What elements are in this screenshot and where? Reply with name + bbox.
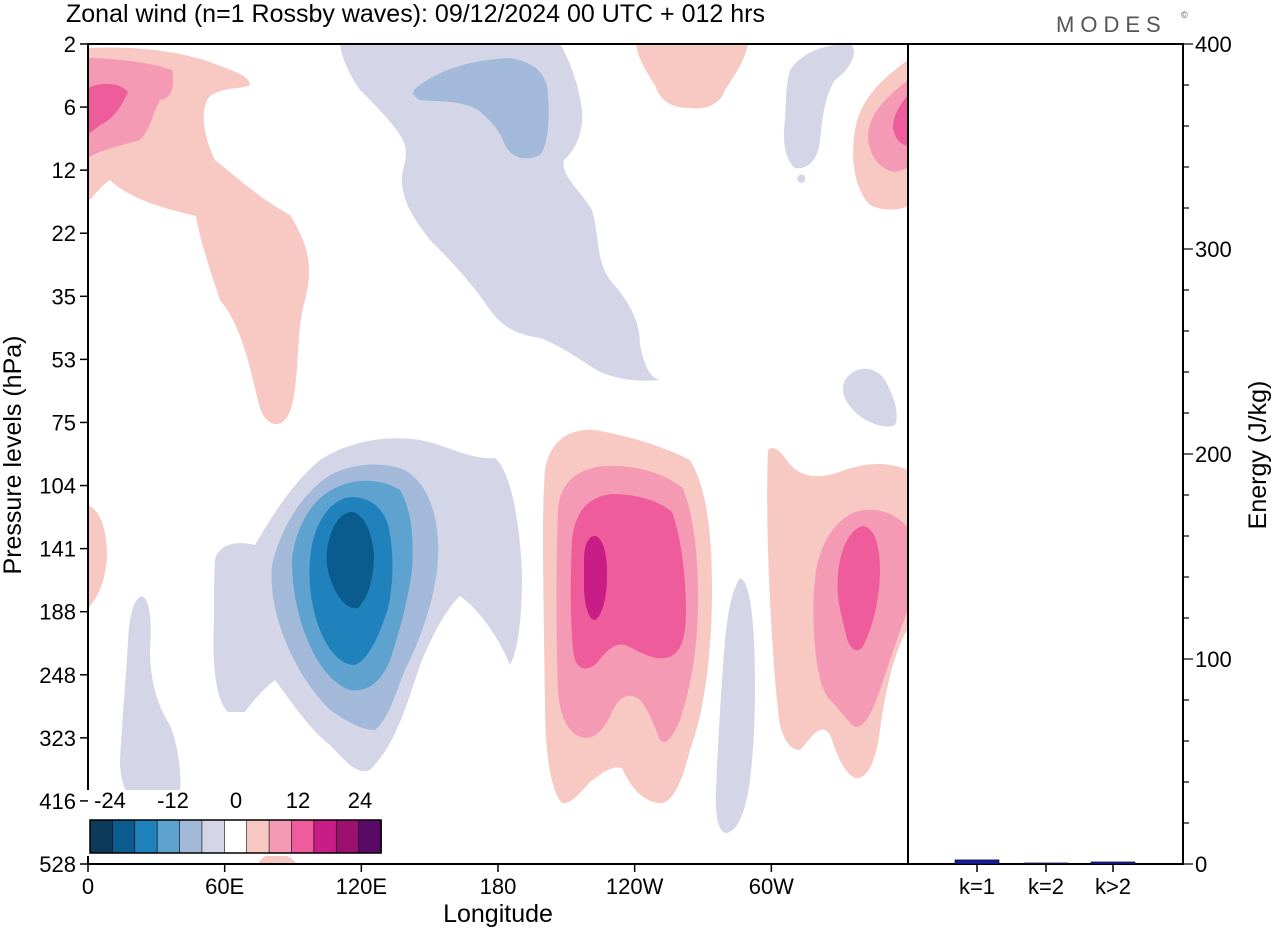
contour-pos-upper-far-right-3 [893, 95, 908, 146]
y-tick-label: 323 [39, 726, 76, 751]
colorbar-cell [246, 819, 270, 854]
contour-pos-upper-left-3 [88, 83, 128, 134]
colorbar-label: 24 [348, 788, 372, 813]
colorbar-label: 0 [230, 788, 242, 813]
energy-categories: k=1 k=2 k>2 [959, 864, 1131, 899]
colorbar-cell [134, 819, 158, 854]
contour-neg-upper-right [783, 44, 855, 169]
energy-frame [907, 43, 1184, 865]
energy-tick-label: 0 [1195, 852, 1207, 877]
brand-logo: MODES [1056, 12, 1167, 37]
contour-pos-upper-left-2 [88, 58, 174, 158]
colorbar-frame [89, 819, 382, 854]
wind-field-plot [87, 43, 909, 865]
contour-pos-lower-main-3 [570, 494, 686, 669]
contour-neg-mid-right-blob [843, 368, 897, 427]
energy-bar [1090, 861, 1136, 865]
colorbar-cell [291, 819, 315, 854]
y-tick-label: 22 [52, 221, 76, 246]
colorbar-cell [112, 819, 136, 854]
colorbar-cell [224, 819, 248, 854]
colorbar-label: -24 [94, 788, 126, 813]
energy-tick-label: 100 [1195, 647, 1232, 672]
y-tick-label: 6 [64, 95, 76, 120]
contour-pos-lower-left-edge [88, 505, 107, 608]
colorbar-cells [89, 819, 382, 854]
y-tick-label: 188 [39, 600, 76, 625]
colorbar-cell [89, 819, 114, 854]
colorbar-cell [358, 819, 382, 854]
colorbar-cell [313, 819, 338, 854]
colorbar-label: -12 [157, 788, 189, 813]
y-tick-label: 416 [39, 789, 76, 814]
contour-pos-lower-right-3 [837, 526, 880, 651]
x-tick-label: 180 [480, 874, 517, 899]
y-tick-label: 53 [52, 347, 76, 372]
contour-neg-lower-right-strip [715, 578, 755, 833]
contour-neg-dot [797, 174, 806, 183]
contour-neg-lower-left-strip [120, 596, 181, 804]
contour-neg-lower-main-5 [326, 512, 374, 609]
contour-pos-upper-left [88, 47, 310, 425]
x-tick-label: 120W [606, 874, 664, 899]
colorbar-label: 12 [286, 788, 310, 813]
y-axis-label: Pressure levels (hPa) [0, 336, 27, 575]
contour-neg-upper-mid-2 [413, 58, 549, 159]
y-tick-label: 35 [52, 284, 76, 309]
y-tick-label: 2 [64, 32, 76, 57]
contour-pos-upper-far-right-2 [868, 80, 908, 172]
colorbar-cell [156, 819, 181, 854]
x-tick-label: 60E [205, 874, 244, 899]
energy-category-label: k=2 [1028, 874, 1064, 899]
energy-tick-label: 400 [1195, 32, 1232, 57]
contour-pos-upper-right-small [636, 44, 748, 109]
energy-category-label: k>2 [1095, 874, 1131, 899]
y-tick-label: 104 [39, 474, 76, 499]
energy-bar-chart: k=1 k=2 k>2 0 100 200 300 400 Energy (J/kg) [907, 32, 1272, 899]
x-tick-label: 0 [82, 874, 94, 899]
y-tick-label: 248 [39, 663, 76, 688]
colorbar-cell [201, 819, 226, 854]
chart-title: Zonal wind (n=1 Rossby waves): 09/12/202… [66, 0, 765, 28]
x-tick-label: 120E [336, 874, 387, 899]
contour-fills [88, 44, 908, 864]
energy-tick-label: 300 [1195, 237, 1232, 262]
colorbar-cell [335, 819, 360, 854]
energy-axis-label: Energy (J/kg) [1244, 381, 1272, 530]
brand-mark: © [1181, 10, 1188, 20]
energy-axis: 0 100 200 300 400 [1183, 32, 1232, 877]
y-tick-label: 75 [52, 410, 76, 435]
contour-neg-upper-mid [340, 44, 660, 381]
pressure-axis: 2 6 12 22 35 53 75 104 141 188 248 323 416 528 [39, 32, 88, 877]
longitude-axis: 0 60E 120E 180 120W 60W [82, 864, 794, 899]
x-tick-label: 60W [749, 874, 794, 899]
energy-tick-label: 200 [1195, 442, 1232, 467]
x-axis-label: Longitude [443, 900, 553, 928]
y-tick-label: 141 [39, 537, 76, 562]
energy-bar [1023, 862, 1069, 865]
colorbar: -24 -12 0 12 24 [86, 788, 384, 856]
energy-bars [954, 859, 1136, 865]
colorbar-cell [179, 819, 203, 854]
energy-bar [954, 859, 1000, 865]
contour-pos-lower-main-4 [584, 535, 607, 620]
y-tick-label: 528 [39, 852, 76, 877]
colorbar-cell [268, 819, 293, 854]
y-tick-label: 12 [52, 158, 76, 183]
energy-category-label: k=1 [959, 874, 995, 899]
